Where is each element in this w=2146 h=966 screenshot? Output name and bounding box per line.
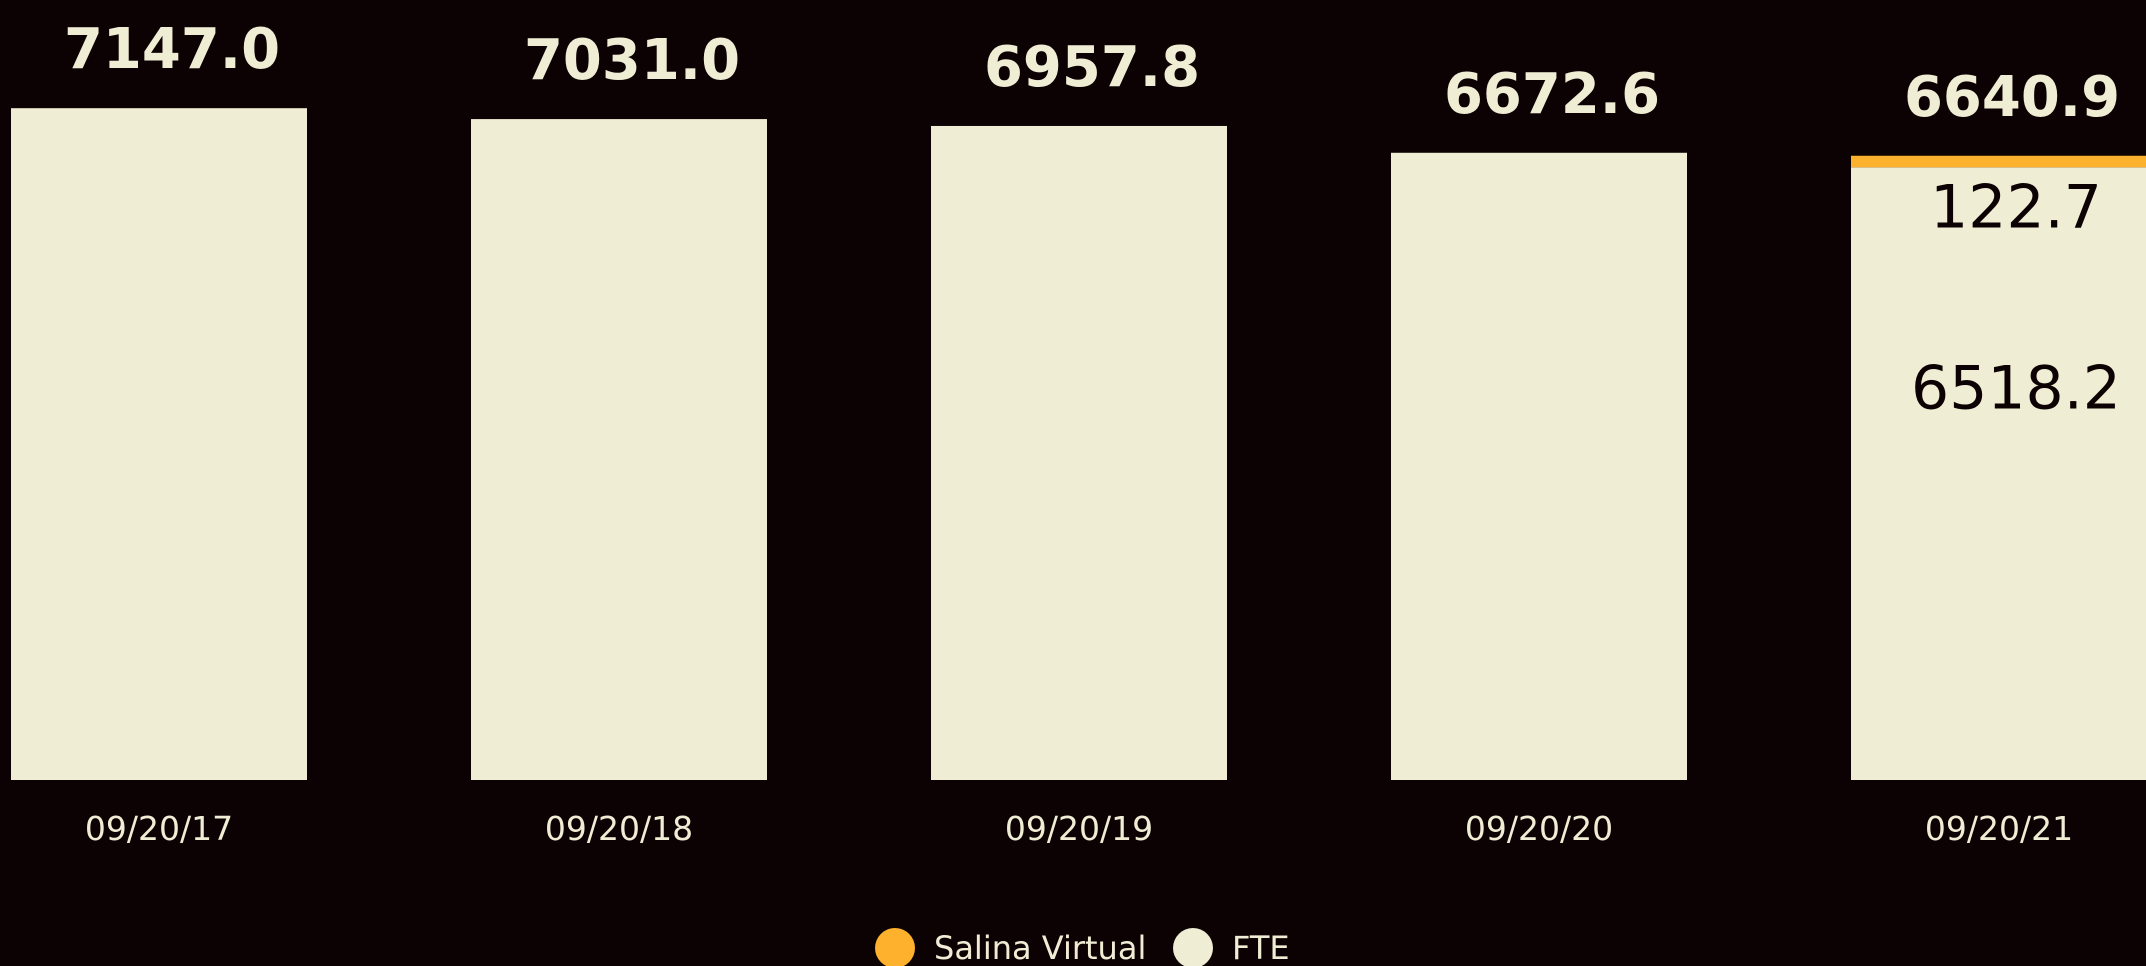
total-label-2: 6957.8 <box>984 35 1200 100</box>
total-label-4: 6640.9 <box>1904 65 2120 130</box>
total-label-3: 6672.6 <box>1444 62 1660 127</box>
bar-fte-3 <box>1391 152 1687 780</box>
x-tick-label-1: 09/20/18 <box>545 809 693 848</box>
bar-fte-2 <box>931 125 1227 780</box>
bar-fte-1 <box>471 119 767 780</box>
total-label-0: 7147.0 <box>64 17 280 82</box>
segment-label-0: 122.7 <box>1930 172 2102 242</box>
bar-fte-0 <box>11 108 307 780</box>
x-tick-label-3: 09/20/20 <box>1465 809 1613 848</box>
legend-label-0: Salina Virtual <box>934 929 1146 966</box>
legend-swatch-0 <box>875 928 915 966</box>
x-tick-label-0: 09/20/17 <box>85 809 233 848</box>
total-label-1: 7031.0 <box>524 28 740 93</box>
bars-group <box>11 108 2146 781</box>
labels-group: 7147.0 09/20/17 7031.0 09/20/18 6957.8 09/20/… <box>64 17 2121 848</box>
bar-salina-virtual-4 <box>1851 155 2146 168</box>
x-tick-label-2: 09/20/19 <box>1005 809 1153 848</box>
legend: Salina Virtual FTE <box>875 928 1290 966</box>
legend-swatch-1 <box>1173 928 1213 966</box>
segment-label-1: 6518.2 <box>1911 354 2121 424</box>
legend-label-1: FTE <box>1232 929 1290 966</box>
bar-fte-4 <box>1851 167 2146 781</box>
x-tick-label-4: 09/20/21 <box>1925 809 2073 848</box>
